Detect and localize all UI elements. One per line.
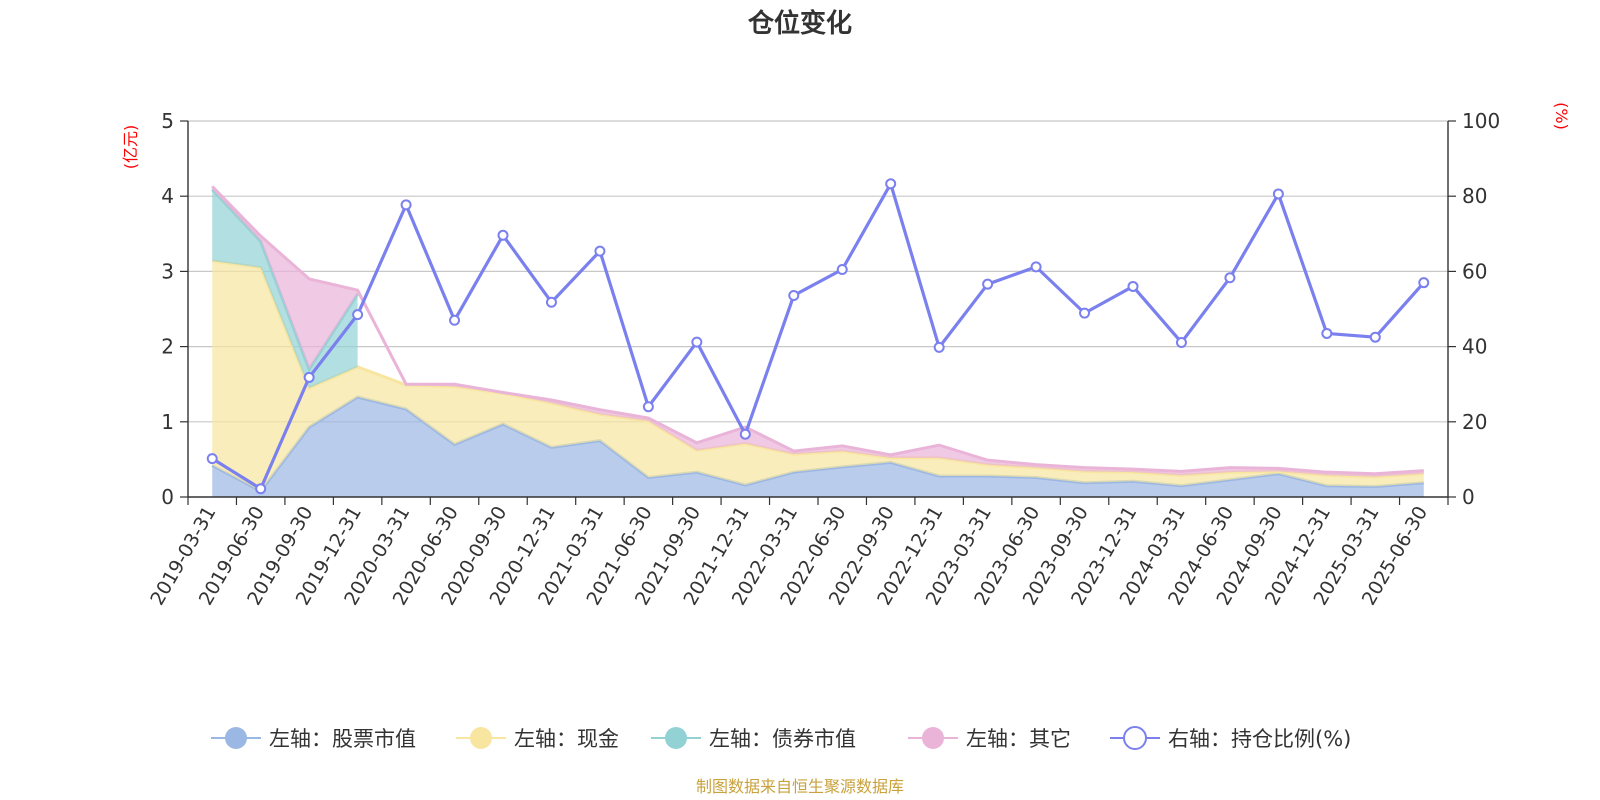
legend-label: 右轴：持仓比例(%) [1168, 727, 1351, 751]
ratio-data-point [933, 341, 945, 353]
ratio-data-point [352, 309, 364, 321]
ratio-data-point [982, 278, 994, 290]
left-axis-tick-label: 4 [161, 184, 174, 208]
ratio-data-point [1272, 188, 1284, 200]
ratio-data-point [1321, 327, 1333, 339]
legend-label: 左轴：债券市值 [709, 727, 856, 751]
ratio-data-point [836, 264, 848, 276]
ratio-data-point [449, 314, 461, 326]
legend-marker [665, 727, 687, 749]
legend-label: 左轴：现金 [514, 727, 619, 751]
legend-marker [922, 727, 944, 749]
data-source-note: 制图数据来自恒生聚源数据库 [696, 777, 904, 796]
right-axis-tick-label: 100 [1462, 109, 1500, 133]
ratio-data-point [1079, 307, 1091, 319]
ratio-data-point [1369, 331, 1381, 343]
ratio-line-path [211, 182, 1425, 491]
right-axis-tick-label: 40 [1462, 335, 1487, 359]
left-axis-tick-label: 5 [161, 109, 174, 133]
left-axis-tick-label: 2 [161, 335, 174, 359]
ratio-data-point [1175, 336, 1187, 348]
grid-lines [188, 120, 1448, 423]
left-axis-tick-label: 1 [161, 410, 174, 434]
right-axis-tick-label: 0 [1462, 485, 1475, 509]
ratio-data-point [1127, 280, 1139, 292]
ratio-data-point [255, 483, 267, 495]
area-edge-左轴：其它 [211, 185, 1424, 476]
left-axis-tick-label: 0 [161, 485, 174, 509]
legend-marker [470, 727, 492, 749]
right-axis-tick-label: 80 [1462, 184, 1487, 208]
ratio-data-point [642, 401, 654, 413]
legend-marker [1123, 726, 1147, 750]
ratio-data-point [1224, 272, 1236, 284]
ratio-data-point [497, 229, 509, 241]
ratio-data-point [1030, 261, 1042, 273]
chart-title: 仓位变化 [747, 8, 852, 39]
area-左轴：债券市值 [212, 189, 358, 388]
ratio-data-point [885, 178, 897, 190]
ratio-data-point [303, 371, 315, 383]
legend-marker [225, 727, 247, 749]
right-axis-tick-label: 20 [1462, 410, 1487, 434]
position-ratio-line [206, 178, 1430, 495]
ratio-data-point [594, 245, 606, 257]
stacked-area-series [211, 185, 1424, 497]
area-左轴：股票市值 [212, 396, 1424, 497]
left-axis-tick-label: 3 [161, 259, 174, 283]
legend: 左轴：股票市值 左轴：现金 左轴：债券市值 左轴：其它 右轴：持仓比例(%) [211, 726, 1351, 751]
right-axis-tick-label: 60 [1462, 259, 1487, 283]
left-axis-unit: (亿元) [121, 125, 140, 170]
legend-label: 左轴：股票市值 [269, 727, 416, 751]
ratio-data-point [545, 296, 557, 308]
ratio-data-point [206, 453, 218, 465]
ratio-data-point [788, 289, 800, 301]
ratio-data-point [739, 428, 751, 440]
ratio-data-point [400, 199, 412, 211]
right-axis-unit: (%) [1552, 102, 1571, 130]
ratio-data-point [691, 336, 703, 348]
legend-label: 左轴：其它 [966, 727, 1071, 751]
ratio-data-point [1418, 277, 1430, 289]
